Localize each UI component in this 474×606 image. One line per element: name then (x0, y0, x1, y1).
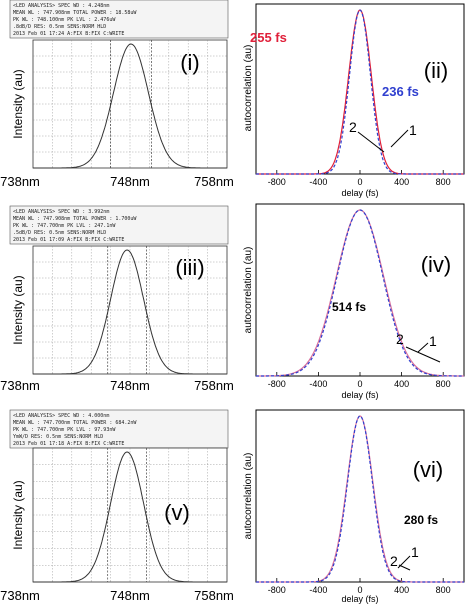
annotation-arrow (397, 555, 411, 569)
osa-header-line: 2013 Feb 01 17:09 A:FIX B:FIX C:WRITE (13, 237, 124, 243)
x-axis-ticks: -800 -400 0 400 800 (268, 170, 451, 187)
y-axis-label: autocorrelation (au) (243, 247, 254, 334)
osa-header-line: MEAN WL : 747.700nm TOTAL POWER : 684.2n… (13, 420, 137, 426)
x-tick-label: 748nm (110, 378, 150, 393)
x-axis-ticks: -800 -400 0 400 800 (268, 578, 451, 595)
osa-header-line: .5dB/D RES: 0.5nm SENS:NORM HLD (13, 230, 106, 236)
y-axis-label: Intensity (au) (11, 480, 25, 549)
osa-header-line: PK WL : 747.700nm PK LVL : 247.1nW (13, 223, 116, 229)
osa-header-box (9, 0, 229, 39)
osa-header-line: YmW/D RES: 0.5nm SENS:NORM HLD (13, 434, 103, 440)
plot-grid (33, 246, 227, 374)
plot-frame (255, 203, 465, 377)
osa-header-line: <LED ANALYSIS> SPEC WD : 3.992nm (13, 209, 109, 215)
x-tick-label: 400 (394, 379, 409, 389)
osa-header-box (9, 205, 229, 245)
x-tick-label: 738nm (0, 588, 40, 603)
x-tick-label: 800 (436, 379, 451, 389)
series-1-curve (256, 415, 464, 583)
x-tick-label: -800 (268, 177, 286, 187)
panel-ii: -800 -400 0 400 800 255 fs 236 fs (ii) 1 2 a… (243, 3, 465, 198)
series-2-curve (256, 9, 464, 175)
panel-iii: <LED ANALYSIS> SPEC WD : 3.992nm MEAN WL… (0, 205, 234, 393)
curve-label: 2 (390, 553, 398, 569)
x-tick-label: 738nm (0, 378, 40, 393)
spectrum-curve (33, 451, 227, 583)
osa-header-line: .8dB/D RES: 0.5nm SENS:NORM HLD (13, 24, 106, 30)
x-tick-label: -800 (268, 379, 286, 389)
panel-vi: -800 -400 0 400 800 280 fs (vi) 1 2 autocorr… (243, 409, 465, 604)
curve-label: 1 (429, 333, 437, 349)
x-tick-label: 400 (394, 177, 409, 187)
x-tick-label: 758nm (194, 174, 234, 189)
x-tick-label: 0 (357, 177, 362, 187)
fwhm-annotation: 280 fs (404, 513, 438, 527)
y-axis-label: Intensity (au) (11, 275, 25, 344)
plot-grid (33, 40, 227, 168)
series-2-curve (256, 415, 464, 583)
x-tick-label: 758nm (194, 378, 234, 393)
panel-v: <LED ANALYSIS> SPEC WD : 4.000nm MEAN WL… (0, 409, 234, 603)
x-tick-label: 748nm (110, 588, 150, 603)
curve-label: 2 (349, 119, 357, 135)
osa-header-box (9, 409, 229, 449)
panel-label: (vi) (413, 457, 444, 482)
panel-i: <LED ANALYSIS> SPEC WD : 4.248nm MEAN WL… (0, 0, 234, 189)
curve-label: 1 (411, 544, 419, 560)
x-tick-label: 800 (436, 177, 451, 187)
plot-frame (255, 3, 465, 175)
spectrum-curve (33, 43, 227, 169)
curve-label: 2 (396, 331, 404, 347)
panel-label: (iv) (421, 252, 452, 277)
osa-header-line: PK WL : 747.700nm PK LVL : 97.93nW (13, 427, 116, 433)
x-axis-label: delay (fs) (341, 594, 378, 604)
fwhm-annotation: 236 fs (382, 84, 419, 99)
series-1-curve (256, 9, 464, 175)
spectrum-curve (33, 249, 227, 375)
x-axis-label: delay (fs) (341, 188, 378, 198)
x-tick-label: 748nm (110, 174, 150, 189)
panel-label: (ii) (424, 58, 448, 83)
y-axis-label: autocorrelation (au) (243, 45, 254, 132)
osa-header-line: <LED ANALYSIS> SPEC WD : 4.000nm (13, 413, 109, 419)
annotation-arrow (405, 346, 441, 363)
annotation-arrow (390, 129, 409, 148)
panel-iv: -800 -400 0 400 800 514 fs (iv) 1 2 autocorr… (243, 203, 465, 400)
panel-label: (i) (180, 50, 200, 75)
x-tick-label: -800 (268, 585, 286, 595)
panel-label: (iii) (175, 255, 204, 280)
x-tick-label: 400 (394, 585, 409, 595)
curve-label: 1 (409, 122, 417, 138)
x-tick-label: 0 (357, 379, 362, 389)
fwhm-annotation: 514 fs (332, 300, 366, 314)
annotation-arrow (398, 564, 411, 571)
annotation-arrow (417, 342, 429, 353)
osa-header-line: PK WL : 748.100nm PK LVL : 2.476uW (13, 17, 116, 23)
osa-header-line: MEAN WL : 747.908nm TOTAL POWER : 18.58u… (13, 10, 137, 16)
osa-header-line: 2013 Feb 01 17:24 A:FIX B:FIX C:WRITE (13, 31, 124, 37)
annotation-arrow (357, 131, 385, 153)
osa-header-line: MEAN WL : 747.908nm TOTAL POWER : 1.700u… (13, 216, 137, 222)
x-tick-label: 758nm (194, 588, 234, 603)
panel-label: (v) (164, 500, 190, 525)
y-axis-label: Intensity (au) (11, 69, 25, 138)
osa-header-line: 2013 Feb 01 17:18 A:FIX B:FIX C:WRITE (13, 441, 124, 447)
y-axis-label: autocorrelation (au) (243, 453, 254, 540)
series-2-curve (256, 209, 464, 377)
osa-header-line: <LED ANALYSIS> SPEC WD : 4.248nm (13, 3, 109, 9)
x-tick-label: -400 (309, 379, 327, 389)
x-tick-label: 0 (357, 585, 362, 595)
plot-frame (255, 409, 465, 583)
x-tick-label: 800 (436, 585, 451, 595)
x-tick-label: -400 (309, 177, 327, 187)
fwhm-annotation: 255 fs (250, 30, 287, 45)
x-axis-label: delay (fs) (341, 390, 378, 400)
x-tick-label: 738nm (0, 174, 40, 189)
x-axis-ticks: -800 -400 0 400 800 (268, 372, 451, 389)
x-tick-label: -400 (309, 585, 327, 595)
series-1-curve (256, 209, 464, 377)
